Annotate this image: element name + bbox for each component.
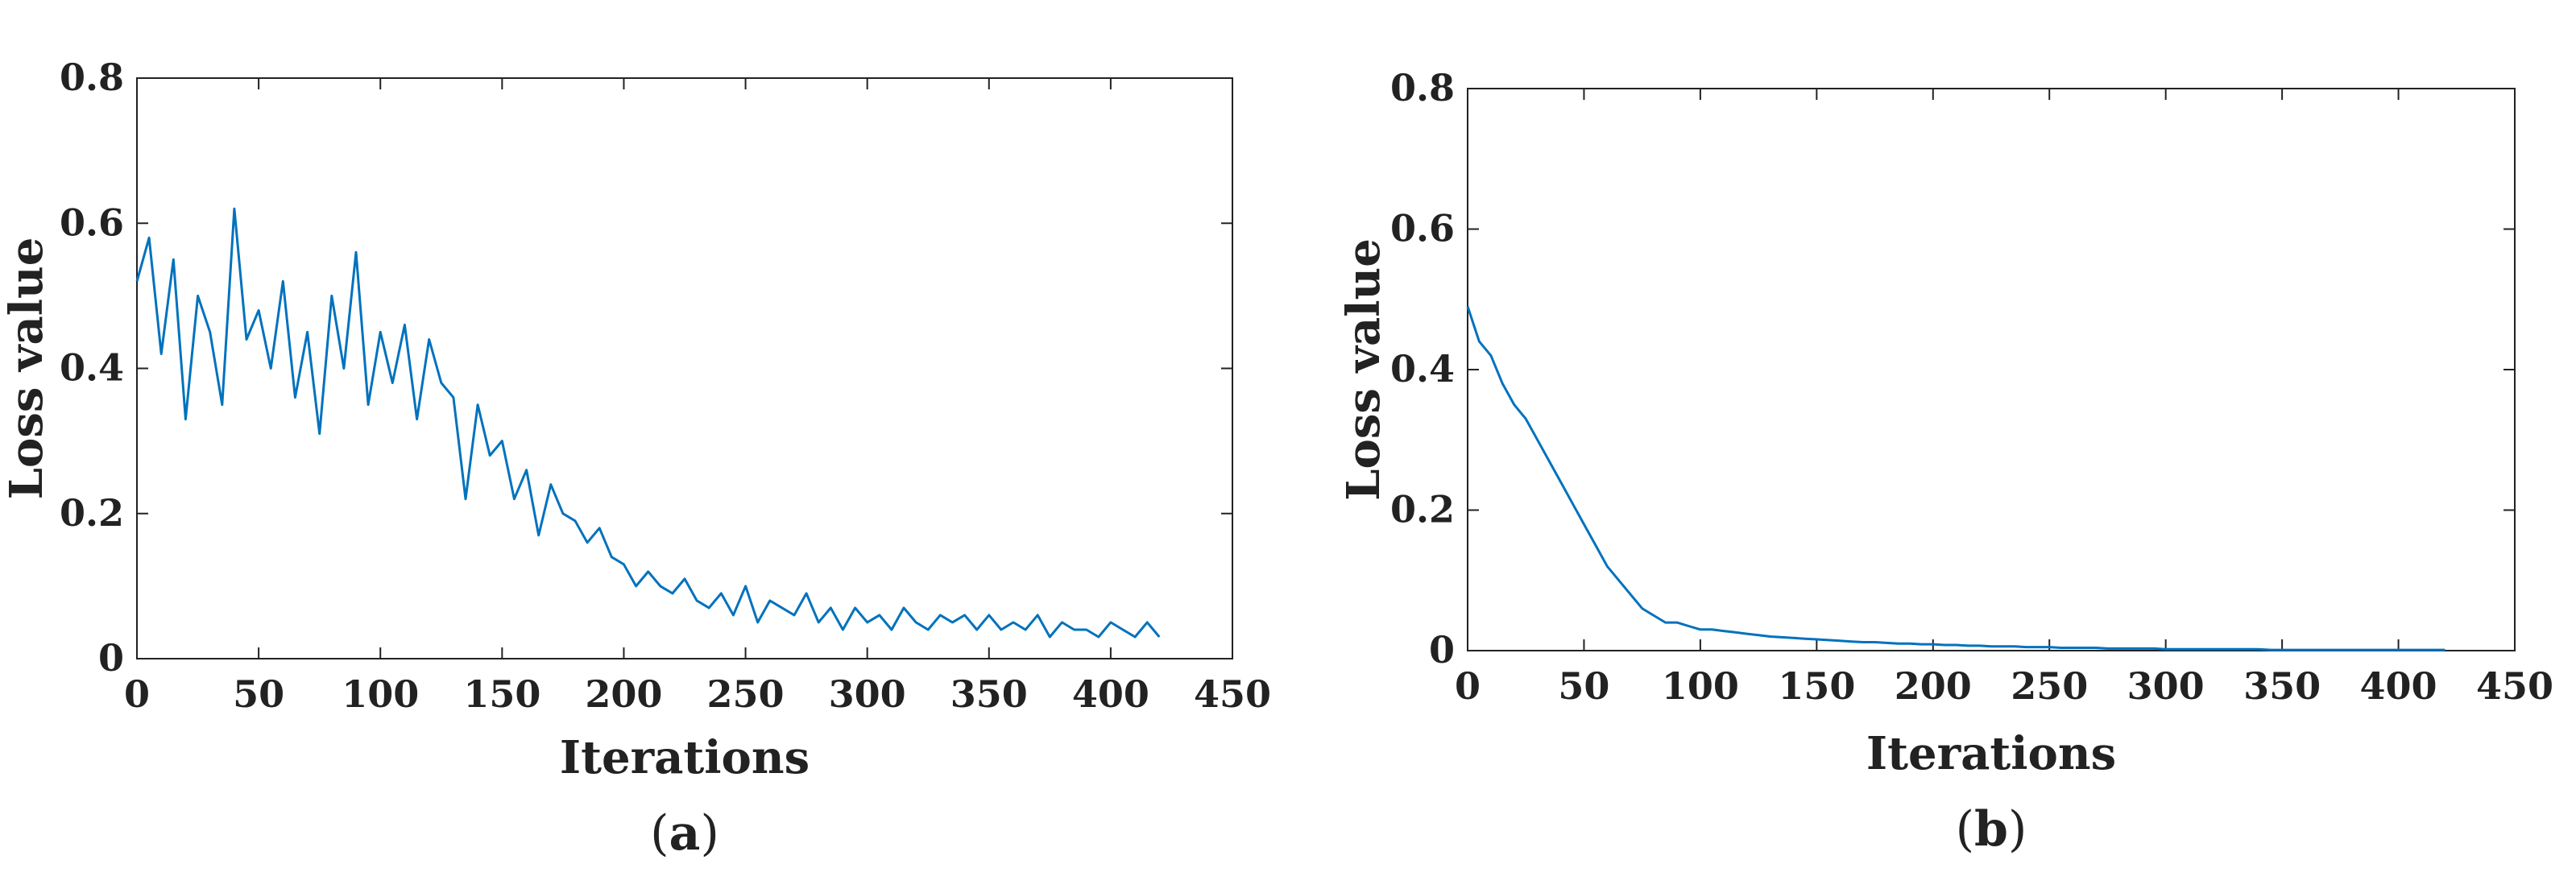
y-tick-label: 0.8	[1390, 66, 1455, 110]
plot-frame	[1467, 88, 2516, 651]
x-tick-label: 100	[342, 672, 419, 716]
x-tick-label: 0	[124, 672, 150, 716]
x-tick-label: 50	[1558, 664, 1609, 708]
y-tick-label: 0.6	[1390, 207, 1455, 250]
y-axis-title: Loss value	[1337, 238, 1390, 501]
y-tick-label: 0.4	[1390, 347, 1455, 391]
x-tick-label: 150	[1778, 664, 1855, 708]
y-tick-label: 0.8	[60, 56, 124, 99]
y-tick-label: 0.6	[60, 201, 124, 244]
x-tick-label: 450	[1194, 672, 1271, 716]
y-tick-label: 0.2	[60, 491, 124, 535]
chart-panel-b: 0 50 100 150 200 250 300 350 400 450 0 0.2 0.4 0.6 0.8…	[1337, 66, 2553, 858]
y-axis-title: Loss value	[0, 238, 53, 500]
x-tick-label: 0	[1455, 664, 1481, 708]
x-tick-label: 250	[2011, 664, 2088, 708]
panel-label: (a)	[650, 805, 719, 862]
x-tick-label: 200	[585, 672, 662, 716]
y-tick-label: 0	[98, 636, 124, 680]
y-tick-label: 0.4	[60, 346, 124, 390]
chart-panel-a: 0 50 100 150 200 250 300 350 400 450 0 0.2 0.4 0.6 0.8…	[0, 56, 1271, 862]
x-tick-label: 150	[463, 672, 540, 716]
x-tick-label: 400	[2360, 664, 2437, 708]
series-line-0	[135, 207, 1161, 639]
x-tick-label: 200	[1895, 664, 1972, 708]
x-tick-label: 350	[2243, 664, 2321, 708]
series-line-0	[1466, 306, 2446, 651]
x-tick-label: 350	[950, 672, 1028, 716]
panel-label: (b)	[1956, 801, 2027, 858]
x-tick-label: 400	[1072, 672, 1149, 716]
x-tick-label: 300	[829, 672, 906, 716]
x-tick-label: 250	[707, 672, 785, 716]
x-tick-label: 100	[1662, 664, 1739, 708]
x-axis-title: Iterations	[560, 731, 810, 784]
y-tick-label: 0	[1429, 628, 1455, 672]
y-tick-label: 0.2	[1390, 488, 1455, 531]
x-tick-label: 300	[2127, 664, 2205, 708]
x-axis-title: Iterations	[1866, 727, 2116, 780]
x-tick-label: 450	[2476, 664, 2553, 708]
x-tick-label: 50	[233, 672, 284, 716]
